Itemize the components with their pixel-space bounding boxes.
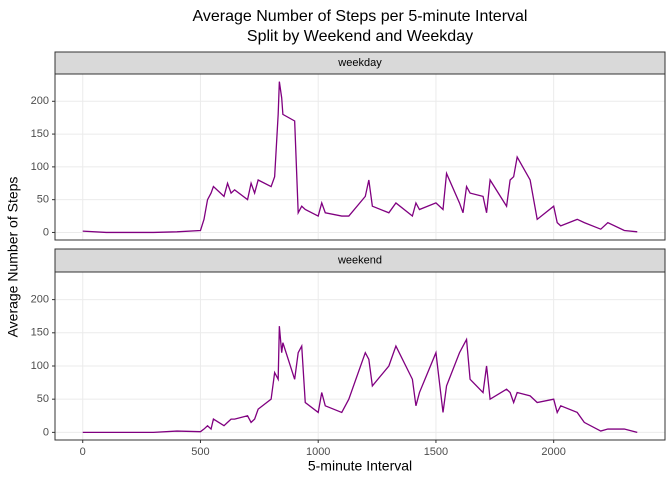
x-tick-label: 1500 <box>424 446 448 458</box>
x-tick-label: 500 <box>191 446 209 458</box>
y-tick-label: 200 <box>31 95 49 107</box>
y-tick-label: 200 <box>31 294 49 306</box>
y-tick-label: 50 <box>37 393 49 405</box>
y-tick-label: 150 <box>31 327 49 339</box>
data-line <box>82 81 638 234</box>
x-axis-label: 5-minute Interval <box>308 458 412 474</box>
chart-subtitle: Split by Weekend and Weekday <box>247 28 473 45</box>
y-axis-label: Average Number of Steps <box>5 177 21 338</box>
y-tick-label: 0 <box>43 426 49 438</box>
y-tick-label: 100 <box>31 360 49 372</box>
panel-border <box>54 73 666 241</box>
y-tick-label: 150 <box>31 128 49 140</box>
y-tick-label: 100 <box>31 161 49 173</box>
x-tick-label: 1000 <box>306 446 330 458</box>
chart-title: Average Number of Steps per 5-minute Int… <box>193 8 528 25</box>
facet-label: weekday <box>337 57 382 69</box>
facet-label: weekend <box>337 254 382 266</box>
y-tick-label: 0 <box>43 226 49 238</box>
y-tick-label: 50 <box>37 194 49 206</box>
data-line <box>82 326 638 434</box>
x-tick-label: 0 <box>80 446 86 458</box>
panel-border <box>54 271 666 441</box>
x-tick-label: 2000 <box>541 446 565 458</box>
